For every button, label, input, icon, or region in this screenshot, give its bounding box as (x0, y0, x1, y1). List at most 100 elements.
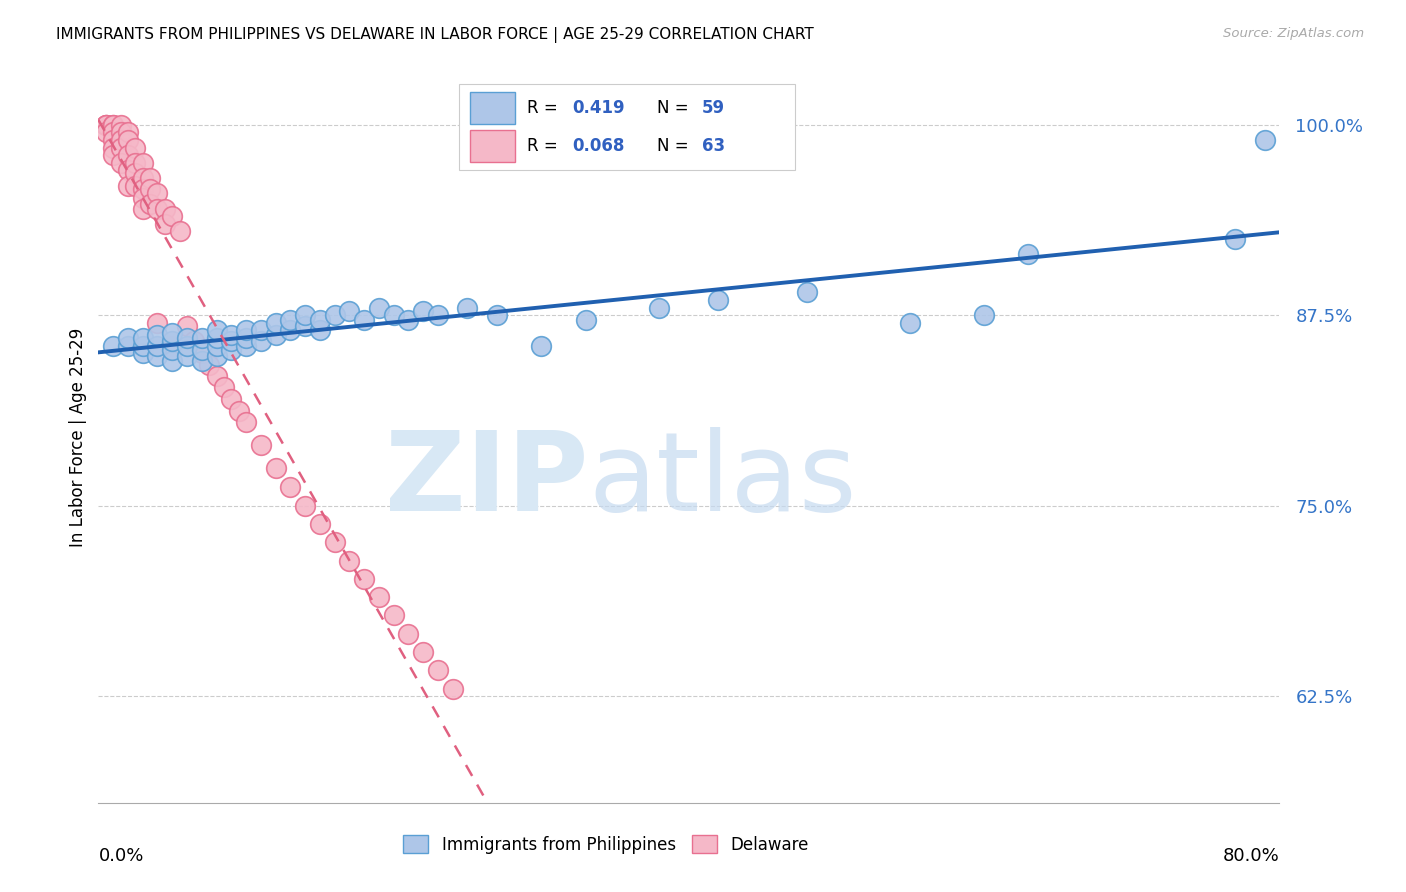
Point (162, 338, 183, 352)
Point (191, 343, 214, 358)
Point (176, 331, 198, 345)
Point (309, 516, 332, 531)
Text: R =: R = (527, 137, 564, 155)
Text: Source: ZipAtlas.com: Source: ZipAtlas.com (1223, 27, 1364, 40)
Point (153, 217, 176, 231)
Y-axis label: In Labor Force | Age 25-29: In Labor Force | Age 25-29 (69, 327, 87, 547)
Point (212, 380, 235, 394)
Point (132, 191, 155, 205)
Point (707, 293, 730, 307)
Point (368, 301, 391, 315)
Point (280, 323, 302, 337)
Text: 0.0%: 0.0% (98, 847, 143, 864)
Legend: Immigrants from Philippines, Delaware: Immigrants from Philippines, Delaware (396, 829, 815, 860)
Point (1225, 232, 1247, 246)
Point (176, 318, 198, 333)
Point (110, 118, 132, 132)
Point (132, 182, 155, 196)
Point (486, 308, 509, 322)
Point (796, 285, 818, 300)
Point (235, 415, 257, 429)
Point (205, 349, 228, 363)
Point (132, 202, 155, 216)
Point (221, 343, 243, 358)
Point (235, 323, 257, 337)
Point (339, 553, 361, 567)
Point (382, 608, 405, 623)
Point (412, 645, 434, 659)
Point (103, 125, 125, 139)
Point (94, 118, 117, 132)
Point (294, 318, 316, 333)
Point (280, 480, 302, 494)
Point (176, 338, 198, 352)
Point (575, 312, 598, 326)
Point (1018, 247, 1040, 261)
Point (146, 186, 169, 201)
Text: 59: 59 (702, 99, 725, 117)
Point (323, 535, 346, 549)
Point (124, 166, 146, 180)
Point (250, 334, 273, 348)
Point (198, 359, 221, 373)
Point (132, 155, 155, 169)
Point (221, 334, 243, 348)
Point (427, 308, 450, 322)
Point (221, 392, 243, 406)
Point (191, 331, 214, 345)
Point (398, 626, 420, 640)
Point (183, 334, 205, 348)
Point (250, 323, 273, 337)
Point (264, 460, 287, 475)
Point (973, 308, 995, 322)
Point (368, 590, 391, 604)
Point (103, 140, 125, 154)
Point (110, 133, 132, 147)
Point (117, 125, 139, 139)
Point (205, 369, 228, 384)
Point (205, 338, 228, 352)
Point (117, 133, 139, 147)
Point (124, 155, 146, 169)
Point (146, 316, 169, 330)
Text: atlas: atlas (589, 427, 858, 534)
Point (398, 312, 420, 326)
Point (323, 308, 346, 322)
Point (441, 681, 464, 696)
Point (117, 163, 139, 178)
Point (382, 308, 405, 322)
Point (117, 178, 139, 193)
Point (353, 572, 375, 586)
Point (162, 334, 183, 348)
Point (294, 308, 316, 322)
Text: N =: N = (657, 99, 695, 117)
Text: 0.419: 0.419 (572, 99, 624, 117)
Point (139, 171, 162, 186)
Point (103, 338, 125, 352)
Point (94, 118, 117, 132)
Point (280, 312, 302, 326)
Point (235, 331, 257, 345)
Point (162, 354, 183, 368)
FancyBboxPatch shape (458, 84, 796, 170)
Point (457, 301, 479, 315)
Point (124, 178, 146, 193)
Point (176, 349, 198, 363)
Point (94, 118, 117, 132)
Point (205, 323, 228, 337)
Text: ZIP: ZIP (385, 427, 589, 534)
Point (191, 354, 214, 368)
Point (117, 338, 139, 352)
Point (294, 499, 316, 513)
Point (132, 171, 155, 186)
FancyBboxPatch shape (471, 92, 516, 124)
Point (139, 182, 162, 196)
Point (94, 125, 117, 139)
Point (132, 346, 155, 360)
Point (146, 349, 169, 363)
Point (235, 338, 257, 352)
Point (153, 202, 176, 216)
Point (110, 140, 132, 154)
Point (117, 148, 139, 162)
Point (139, 197, 162, 211)
